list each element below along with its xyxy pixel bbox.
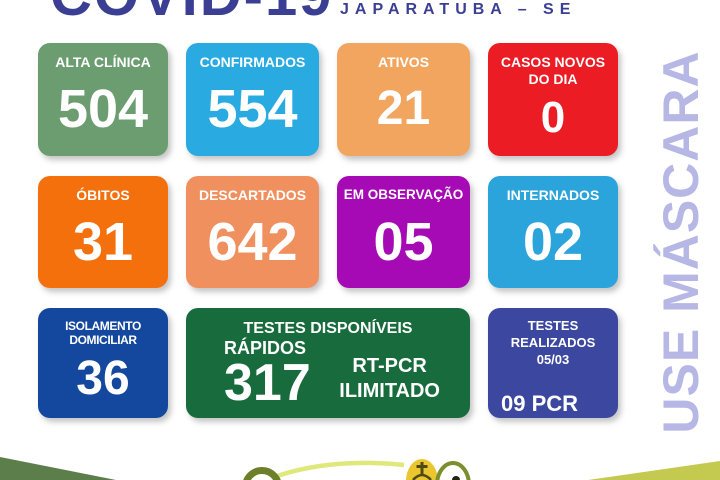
footer-logo-art	[0, 457, 720, 480]
stat-label: ALTA CLÍNICA	[55, 54, 151, 70]
stat-value: 05	[373, 211, 434, 272]
stat-card-obitos: ÓBITOS 31	[38, 176, 168, 288]
rapid-tests-label: RÁPIDOS	[224, 338, 307, 358]
stat-card-casos-novos: CASOS NOVOS DO DIA 0	[488, 43, 618, 156]
stat-value: 554	[207, 79, 298, 140]
stat-card-ativos: ATIVOS 21	[337, 43, 470, 156]
stat-value: 504	[57, 79, 149, 140]
stat-value: 02	[522, 211, 584, 272]
tests-available-body: RÁPIDOS 317 RT-PCR ILIMITADO	[186, 338, 470, 418]
tests-done-card: TESTES REALIZADOS 05/03 09 PCR	[488, 308, 618, 418]
pcr-tests-block: RT-PCR ILIMITADO	[339, 354, 440, 404]
stat-card-confirmados: CONFIRMADOS 554	[186, 43, 319, 156]
logo-ring-icon	[243, 467, 281, 480]
rapid-tests-block: RÁPIDOS 317	[224, 338, 311, 412]
pcr-tests-label: RT-PCR	[352, 355, 427, 378]
stat-label: CONFIRMADOS	[199, 54, 306, 70]
stat-label: CASOS NOVOS DO DIA	[500, 54, 606, 87]
tests-available-title: TESTES DISPONÍVEIS	[243, 320, 413, 337]
left-ribbon	[0, 457, 116, 480]
stat-label: ATIVOS	[377, 54, 430, 70]
stat-value: 0	[540, 92, 566, 142]
tests-done-value: 09 PCR	[501, 390, 579, 416]
figure-oval-icon	[435, 461, 471, 480]
stat-label: DESCARTADOS	[198, 187, 307, 203]
stat-label: ISOLAMENTO DOMICILIAR	[65, 319, 141, 348]
stat-card-isolamento-domiciliar: ISOLAMENTO DOMICILIAR 36	[38, 308, 168, 418]
rapid-tests-value: 317	[224, 354, 311, 412]
stat-card-descartados: DESCARTADOS 642	[186, 176, 319, 288]
stat-card-internados: INTERNADOS 02	[488, 176, 618, 288]
pcr-tests-value: ILIMITADO	[339, 380, 440, 403]
stat-value: 31	[72, 211, 134, 272]
stats-grid: ALTA CLÍNICA 504 CONFIRMADOS 554 ATIVOS …	[38, 43, 618, 418]
stat-label: INTERNADOS	[506, 187, 600, 203]
stat-value: 36	[76, 351, 130, 405]
right-ribbon	[588, 461, 720, 480]
use-mask-message: USE MÁSCARA	[653, 50, 709, 434]
figure-icon	[452, 476, 460, 480]
church-cross-icon	[412, 462, 432, 480]
stat-card-em-observacao: EM OBSERVAÇÃO 05	[337, 176, 470, 288]
tests-done-title: TESTES REALIZADOS	[510, 318, 596, 350]
swoosh-line	[276, 460, 405, 479]
stat-label: ÓBITOS	[76, 187, 130, 203]
tests-available-card: TESTES DISPONÍVEIS RÁPIDOS 317 RT-PCR IL…	[186, 308, 470, 418]
page-subtitle: JAPARATUBA – SE	[340, 1, 577, 18]
page-title: COVID-19	[50, 0, 334, 25]
stat-value: 21	[376, 82, 431, 136]
stat-label: EM OBSERVAÇÃO	[343, 187, 464, 202]
stat-card-alta-clinica: ALTA CLÍNICA 504	[38, 43, 168, 156]
stat-value: 642	[207, 211, 298, 272]
tests-done-date: 05/03	[536, 351, 570, 367]
